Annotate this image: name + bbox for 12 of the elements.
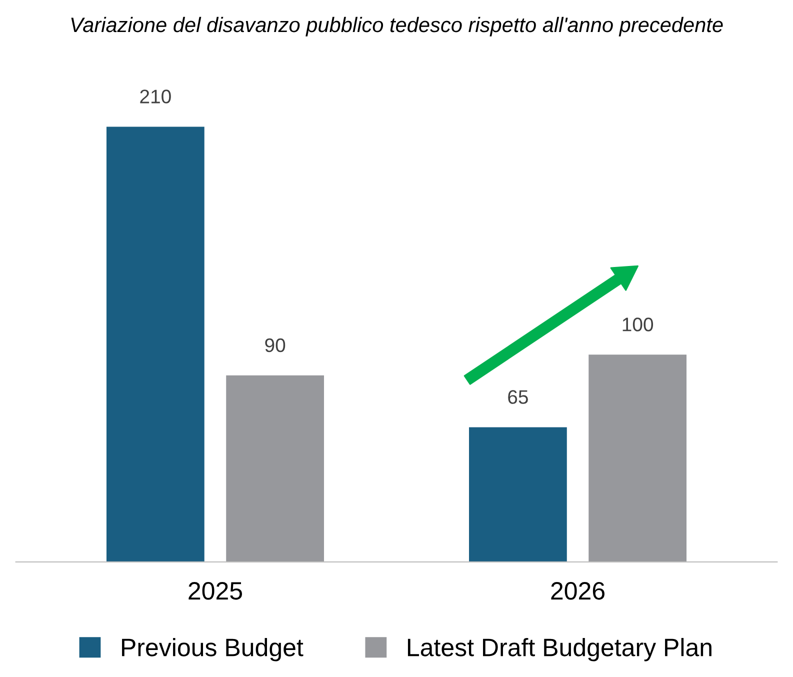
data-label: 100 [622,318,654,332]
bar [226,375,324,562]
data-label: 90 [265,338,286,352]
bar [469,427,567,562]
legend-label: Previous Budget [122,638,304,662]
data-label: 65 [508,390,528,404]
x-tick-label: 2025 [188,582,242,600]
data-label: 210 [140,90,171,104]
x-tick-label: 2026 [551,582,604,600]
chart-title: Variazione del disavanzo pubblico tedesco rispetto all'anno precedente [71,16,723,36]
legend-label: Latest Draft Budgetary Plan [408,638,712,662]
bar [106,126,204,562]
